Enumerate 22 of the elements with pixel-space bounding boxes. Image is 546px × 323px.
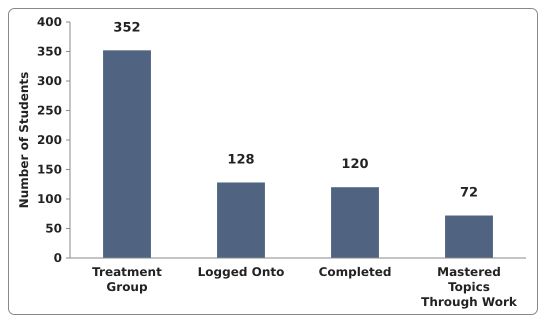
y-tick-label: 350 — [36, 44, 62, 59]
data-label: 128 — [227, 152, 255, 168]
y-tick-label: 300 — [36, 74, 62, 88]
x-tick-label: Treatment Group — [92, 265, 162, 294]
bar — [445, 216, 493, 258]
y-tick-label: 150 — [36, 162, 62, 177]
data-label: 352 — [113, 20, 141, 36]
y-tick-label: 100 — [36, 192, 62, 206]
y-tick-label: 0 — [54, 251, 62, 266]
y-tick-label: 200 — [36, 133, 62, 148]
x-tick-label: Logged Onto — [198, 265, 284, 279]
bar — [331, 187, 379, 258]
y-tick-label: 400 — [36, 15, 62, 30]
data-label: 120 — [341, 157, 369, 172]
y-tick-label: 50 — [45, 222, 62, 236]
y-axis-title: Number of Students — [17, 72, 31, 208]
data-label: 72 — [460, 186, 478, 201]
bar — [103, 50, 151, 258]
x-tick-label: Completed — [318, 265, 392, 279]
x-tick-label: Mastered Topics Through Work — [421, 265, 518, 309]
bar — [217, 182, 265, 258]
y-tick-label: 250 — [36, 104, 62, 118]
